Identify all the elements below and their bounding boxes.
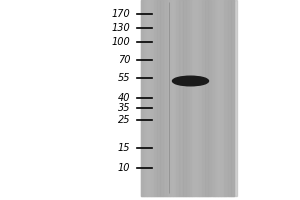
Bar — [141, 0, 234, 196]
Ellipse shape — [172, 76, 208, 86]
Bar — [183, 0, 186, 196]
Bar — [164, 0, 166, 196]
Bar — [205, 0, 208, 196]
Bar — [221, 0, 224, 196]
Bar — [170, 0, 173, 196]
Text: 55: 55 — [118, 73, 130, 83]
Bar — [228, 0, 231, 196]
Bar — [192, 0, 195, 196]
Bar — [212, 0, 215, 196]
Bar — [151, 0, 154, 196]
Text: 25: 25 — [118, 115, 130, 125]
Text: 130: 130 — [112, 23, 130, 33]
Bar — [218, 0, 221, 196]
Text: 170: 170 — [112, 9, 130, 19]
Bar — [234, 0, 237, 196]
Bar — [167, 0, 170, 196]
Bar — [176, 0, 179, 196]
Bar — [141, 0, 144, 196]
Bar — [231, 0, 234, 196]
Bar — [157, 0, 160, 196]
Bar — [224, 0, 227, 196]
Bar — [144, 0, 147, 196]
Bar — [199, 0, 202, 196]
Bar — [154, 0, 157, 196]
Bar — [189, 0, 192, 196]
Bar — [160, 0, 163, 196]
Text: 100: 100 — [112, 37, 130, 47]
Text: 35: 35 — [118, 103, 130, 113]
Bar — [179, 0, 183, 196]
Bar — [215, 0, 218, 196]
Text: 40: 40 — [118, 93, 130, 103]
Bar — [202, 0, 205, 196]
Text: 15: 15 — [118, 143, 130, 153]
Bar — [173, 0, 176, 196]
Bar — [186, 0, 189, 196]
Bar — [147, 0, 151, 196]
Bar — [208, 0, 212, 196]
Text: 70: 70 — [118, 55, 130, 65]
Bar — [196, 0, 199, 196]
Text: 10: 10 — [118, 163, 130, 173]
